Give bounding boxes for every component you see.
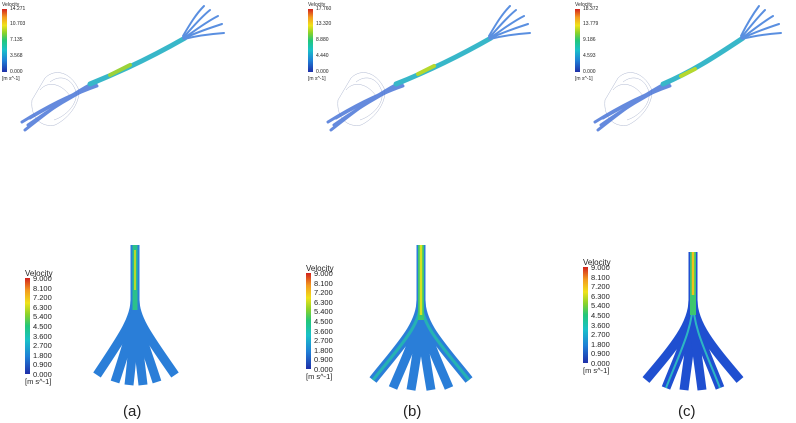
caption-c: (c) [678, 403, 696, 420]
colorbar-tick: 4.593 [583, 53, 596, 59]
colorbar-tick: 4.500 [591, 311, 610, 320]
colorbar-tick: 0.000 [33, 370, 52, 379]
colorbar-gradient [308, 9, 313, 72]
colorbar-tick: 7.200 [314, 288, 333, 298]
panel-b-top: Velocity 17.760 13.320 8.880 4.440 0.000… [306, 0, 571, 160]
colorbar-tick: 8.100 [33, 283, 52, 293]
colorbar-tick: 8.880 [316, 37, 329, 43]
panel-a-top: Velocity 14.271 10.703 7.135 3.568 0.000… [0, 0, 265, 160]
branch-fan-b [369, 245, 473, 391]
colorbar-unit: [m s^-1] [306, 372, 333, 381]
colorbar-tick: 9.186 [583, 37, 596, 43]
colorbar-unit: [m s^-1] [308, 76, 326, 82]
caption-a: (a) [123, 403, 142, 420]
colorbar-tick: 5.400 [33, 312, 52, 322]
panel-a-bottom: Velocity 9.000 8.100 7.200 6.300 5.400 4… [0, 240, 265, 420]
colorbar-tick: 8.100 [314, 278, 333, 288]
colorbar-tick: 0.900 [314, 355, 333, 365]
colorbar-tick: 9.000 [33, 274, 52, 283]
branch-fan-c [642, 252, 744, 391]
colorbar-tick: 13.320 [316, 21, 332, 27]
colorbar-unit: [m s^-1] [583, 366, 610, 375]
colorbar-b-bottom: Velocity 9.000 8.100 7.200 6.300 5.400 4… [306, 264, 356, 381]
colorbar-title: Velocity [308, 2, 326, 8]
colorbar-tick: 6.300 [33, 302, 52, 312]
colorbar-title: Velocity [306, 264, 334, 273]
colorbar-tick: 18.372 [583, 6, 599, 12]
colorbar-gradient [306, 273, 311, 369]
flow-tube-b-top [326, 5, 531, 132]
colorbar-a-top: Velocity 14.271 10.703 7.135 3.568 0.000… [2, 2, 42, 82]
colorbar-tick: 0.900 [33, 360, 52, 370]
colorbar-tick: 5.400 [591, 301, 610, 311]
colorbar-tick: 1.800 [314, 345, 333, 355]
caption-b: (b) [403, 403, 422, 420]
colorbar-tick: 13.779 [583, 21, 599, 27]
colorbar-tick: 3.568 [10, 53, 23, 59]
colorbar-tick: 10.703 [10, 21, 26, 27]
panel-c-bottom: Velocity 9.000 8.100 7.200 6.300 5.400 4… [573, 240, 795, 420]
colorbar-tick: 7.200 [33, 293, 52, 303]
colorbar-gradient [575, 9, 580, 72]
colorbar-tick: 7.135 [10, 37, 23, 43]
colorbar-tick: 0.000 [316, 69, 329, 75]
colorbar-tick: 4.440 [316, 53, 329, 59]
colorbar-tick: 2.700 [33, 341, 52, 351]
colorbar-unit: [m s^-1] [25, 377, 52, 386]
colorbar-tick: 0.900 [591, 349, 610, 359]
colorbar-title: Velocity [583, 258, 611, 267]
colorbar-c-bottom: Velocity 9.000 8.100 7.200 6.300 5.400 4… [583, 258, 633, 375]
colorbar-unit: [m s^-1] [2, 76, 20, 82]
colorbar-gradient [25, 278, 30, 374]
flow-tube-a-top [20, 5, 225, 132]
colorbar-tick: 4.500 [33, 322, 52, 331]
colorbar-tick: 5.400 [314, 307, 333, 317]
colorbar-gradient [583, 267, 588, 363]
colorbar-title: Velocity [25, 269, 53, 278]
colorbar-tick: 0.000 [591, 359, 610, 368]
colorbar-tick: 4.500 [314, 317, 333, 326]
branch-fan-a [93, 245, 179, 386]
colorbar-tick: 0.000 [10, 69, 23, 75]
colorbar-tick: 2.700 [314, 336, 333, 346]
colorbar-tick: 17.760 [316, 6, 332, 12]
colorbar-gradient [2, 9, 7, 72]
panel-c-top: Velocity 18.372 13.779 9.186 4.593 0.000… [573, 0, 795, 160]
colorbar-tick: 9.000 [314, 269, 333, 278]
colorbar-tick: 3.600 [33, 331, 52, 341]
colorbar-c-top: Velocity 18.372 13.779 9.186 4.593 0.000… [575, 2, 615, 82]
colorbar-tick: 1.800 [33, 350, 52, 360]
colorbar-title: Velocity [2, 2, 20, 8]
colorbar-tick: 0.000 [314, 365, 333, 374]
colorbar-tick: 7.200 [591, 282, 610, 292]
colorbar-tick: 6.300 [314, 297, 333, 307]
panel-b-bottom: Velocity 9.000 8.100 7.200 6.300 5.400 4… [306, 240, 571, 420]
colorbar-tick: 1.800 [591, 339, 610, 349]
colorbar-tick: 8.100 [591, 272, 610, 282]
colorbar-b-top: Velocity 17.760 13.320 8.880 4.440 0.000… [308, 2, 348, 82]
colorbar-a-bottom: Velocity 9.000 8.100 7.200 6.300 5.400 4… [25, 269, 75, 386]
colorbar-tick: 9.000 [591, 263, 610, 272]
flow-tube-c-top [593, 5, 782, 132]
colorbar-tick: 0.000 [583, 69, 596, 75]
colorbar-tick: 6.300 [591, 291, 610, 301]
colorbar-tick: 3.600 [591, 320, 610, 330]
colorbar-tick: 2.700 [591, 330, 610, 340]
colorbar-tick: 3.600 [314, 326, 333, 336]
colorbar-unit: [m s^-1] [575, 76, 593, 82]
colorbar-title: Velocity [575, 2, 593, 8]
colorbar-tick: 14.271 [10, 6, 26, 12]
